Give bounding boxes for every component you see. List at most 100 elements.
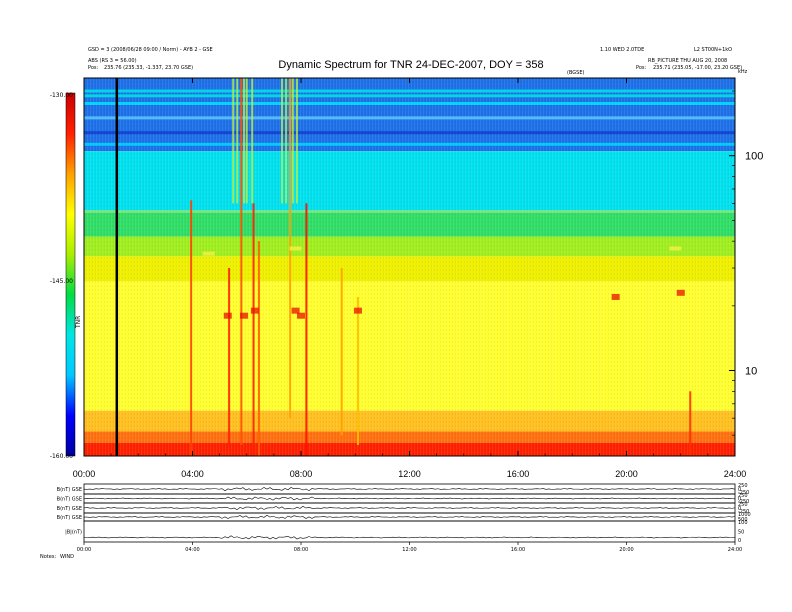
y-unit-label: kHz: [738, 69, 748, 75]
header-left-pos-value: 235.76 (235.33, -1.337, 23.70 GSE): [104, 65, 193, 71]
spectrogram-plot: [84, 78, 735, 456]
lower-panel-tick-4-1: 50: [738, 530, 744, 536]
intense-patch-4: [297, 312, 305, 319]
upper-streak-4: [251, 78, 254, 204]
header-right-line2: RB_PICTURE THU AUG 20, 2008: [648, 58, 727, 64]
upper-streak-7: [291, 78, 294, 204]
lower-x-tick-label-3: 12:00: [402, 547, 416, 553]
intense-patch-1: [240, 312, 249, 319]
lower-panel-label-2: B(nT) GSE: [57, 506, 82, 512]
upper-streak-8: [295, 78, 298, 204]
lower-x-tick-label-5: 20:00: [619, 547, 633, 553]
intense-patch-6: [611, 293, 620, 300]
colorbar-label: TNR: [75, 316, 82, 329]
lower-x-tick-label-4: 16:00: [511, 547, 525, 553]
x-tick-label-0: 00:00: [73, 469, 96, 479]
lower-panel-trace-0: [83, 487, 736, 492]
upper-streak-6: [285, 78, 288, 204]
colorbar: -130.00 -145.00 -160.00 TNR: [50, 92, 82, 460]
header-right-line1: 1.10 WED 2.0TDE: [600, 47, 644, 53]
lower-panel-tick-0-0: 250: [738, 483, 748, 489]
time-marker-line: [115, 78, 119, 456]
chart-title: Dynamic Spectrum for TNR 24-DEC-2007, DO…: [278, 59, 543, 71]
x-tick-label-6: 24:00: [724, 469, 747, 479]
header-right-line1b: L2 ST00N+1kO: [694, 47, 732, 53]
x-tick-label-3: 12:00: [398, 469, 421, 479]
upper-streak-3: [245, 78, 248, 204]
intense-patch-0: [223, 312, 232, 319]
header-right-pos-label: Pos:: [636, 65, 647, 71]
feature-blob-2: [669, 246, 682, 251]
lower-panel-tick-3-1: 500: [738, 517, 748, 523]
emission-line-1: [84, 94, 735, 98]
emission-line-3: [84, 116, 735, 120]
lower-panel-tick-0-2: -250: [738, 490, 749, 496]
lower-x-tick-label-6: 24:00: [728, 547, 742, 553]
radio-burst-2: [240, 78, 243, 446]
lower-panel-tick-4-0: 100: [738, 520, 748, 526]
lower-panel-tick-1-0: 250: [738, 493, 748, 499]
radio-burst-0: [190, 200, 193, 456]
lower-panel-trace-1: [83, 496, 736, 501]
lower-panel-tick-2-0: 250: [738, 502, 748, 508]
lower-panel-label-3: B(nT) GSE: [57, 515, 82, 521]
upper-streak-1: [236, 78, 239, 204]
upper-streak-5: [281, 78, 284, 204]
lower-panel-label-1: B(nT) GSE: [57, 497, 82, 503]
emission-line-6: [84, 209, 735, 213]
lower-x-tick-label-0: 00:00: [77, 547, 91, 553]
emission-line-0: [84, 89, 735, 93]
lower-panel-trace-4: [83, 535, 736, 540]
lower-panel-tick-1-1: 0: [738, 497, 741, 503]
lower-panel-tick-3-0: 1000: [738, 512, 751, 518]
radio-burst-1: [228, 268, 231, 446]
colorbar-scale: [65, 92, 76, 457]
emission-line-2: [84, 101, 735, 105]
lower-panel-tick-4-2: 0: [738, 538, 741, 544]
header-left-line1: GSD = 3 (2008/06/28 09:00 / Norm) - AYB …: [88, 47, 213, 53]
lower-panel-tick-2-2: -250: [738, 509, 749, 515]
footer-label: Notes:: [40, 554, 56, 560]
lower-panel-tick-0-1: 0: [738, 487, 741, 493]
intense-patch-7: [676, 289, 685, 296]
intense-patch-5: [353, 307, 362, 314]
y-tick-label-0: 100: [745, 151, 763, 163]
y-tick-label-1: 10: [745, 366, 757, 378]
lower-panel-label-4: |B|(nT): [65, 530, 82, 536]
emission-line-4: [84, 131, 735, 135]
lower-panel-tick-1-2: -250: [738, 499, 749, 505]
radio-burst-9: [689, 391, 692, 456]
footer-value: WIND: [60, 554, 74, 560]
radio-burst-7: [340, 268, 343, 436]
lower-panel-4: [83, 520, 736, 543]
colorbar-tick-mid: -145.00: [50, 278, 73, 285]
upper-streak-2: [243, 78, 246, 204]
x-axis: 00:00 04:00 08:00 12:00 16:00 20:00 24:00: [73, 78, 747, 479]
spectrum-texture: [84, 78, 735, 456]
lower-panel-tick-2-1: 0: [738, 506, 741, 512]
header-left-line2: ABS (RS 3 = 56.00): [88, 58, 137, 64]
header-small-mid: (BGSE): [567, 70, 585, 76]
colorbar-tick-bottom: -160.00: [50, 453, 73, 460]
lower-panel-label-0: B(nT) GSE: [57, 487, 82, 493]
upper-streak-0: [232, 78, 235, 204]
lower-x-tick-label-2: 08:00: [294, 547, 308, 553]
lower-x-tick-label-1: 04:00: [185, 547, 199, 553]
intense-patch-3: [291, 307, 300, 314]
intense-patch-2: [250, 307, 259, 314]
x-tick-label-4: 16:00: [507, 469, 530, 479]
feature-blob-0: [202, 251, 215, 256]
feature-blob-1: [289, 246, 302, 251]
y-axis: 100 10: [729, 90, 763, 436]
lower-panel-trace-2: [83, 505, 736, 511]
x-tick-label-1: 04:00: [181, 469, 204, 479]
radio-burst-4: [257, 241, 260, 456]
radio-burst-8: [356, 296, 359, 446]
radio-burst-6: [305, 203, 308, 456]
x-tick-label-5: 20:00: [615, 469, 638, 479]
radio-burst-3: [252, 203, 255, 456]
header-left-pos-label: Pos:: [88, 65, 99, 71]
lower-panel-trace-3: [83, 514, 736, 519]
